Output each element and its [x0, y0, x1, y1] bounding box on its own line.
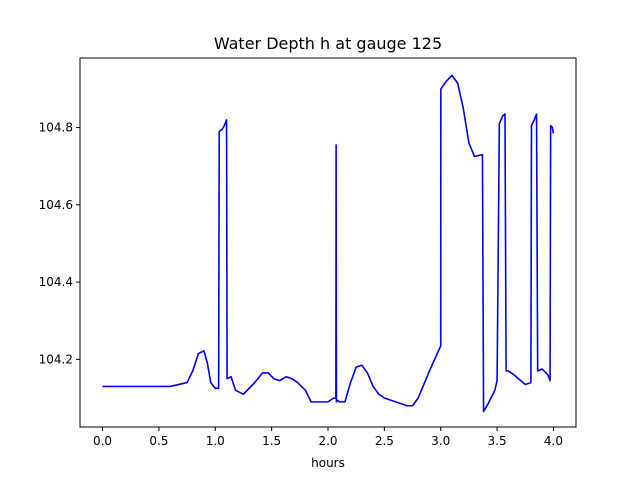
- x-axis: 0.0 0.5 1.0 1.5 2.0 2.5 3.0 3.5 4.0: [93, 427, 563, 448]
- x-axis-label: hours: [311, 456, 345, 470]
- plot-area: [102, 74, 555, 413]
- x-tick-label: 2.5: [375, 434, 394, 448]
- x-tick-label: 3.0: [431, 434, 450, 448]
- x-tick-label: 0.0: [93, 434, 112, 448]
- y-tick-label: 104.2: [39, 352, 73, 366]
- x-tick-label: 4.0: [544, 434, 563, 448]
- y-tick-label: 104.6: [39, 198, 73, 212]
- x-tick-label: 3.5: [488, 434, 507, 448]
- series-line-0: [102, 74, 555, 413]
- x-tick-label: 1.5: [262, 434, 281, 448]
- x-tick-label: 1.0: [206, 434, 225, 448]
- y-axis: 104.2 104.4 104.6 104.8: [39, 121, 80, 366]
- y-tick-label: 104.4: [39, 275, 73, 289]
- y-tick-label: 104.8: [39, 121, 73, 135]
- x-tick-label: 0.5: [149, 434, 168, 448]
- x-tick-label: 2.0: [318, 434, 337, 448]
- chart-title: Water Depth h at gauge 125: [214, 34, 442, 53]
